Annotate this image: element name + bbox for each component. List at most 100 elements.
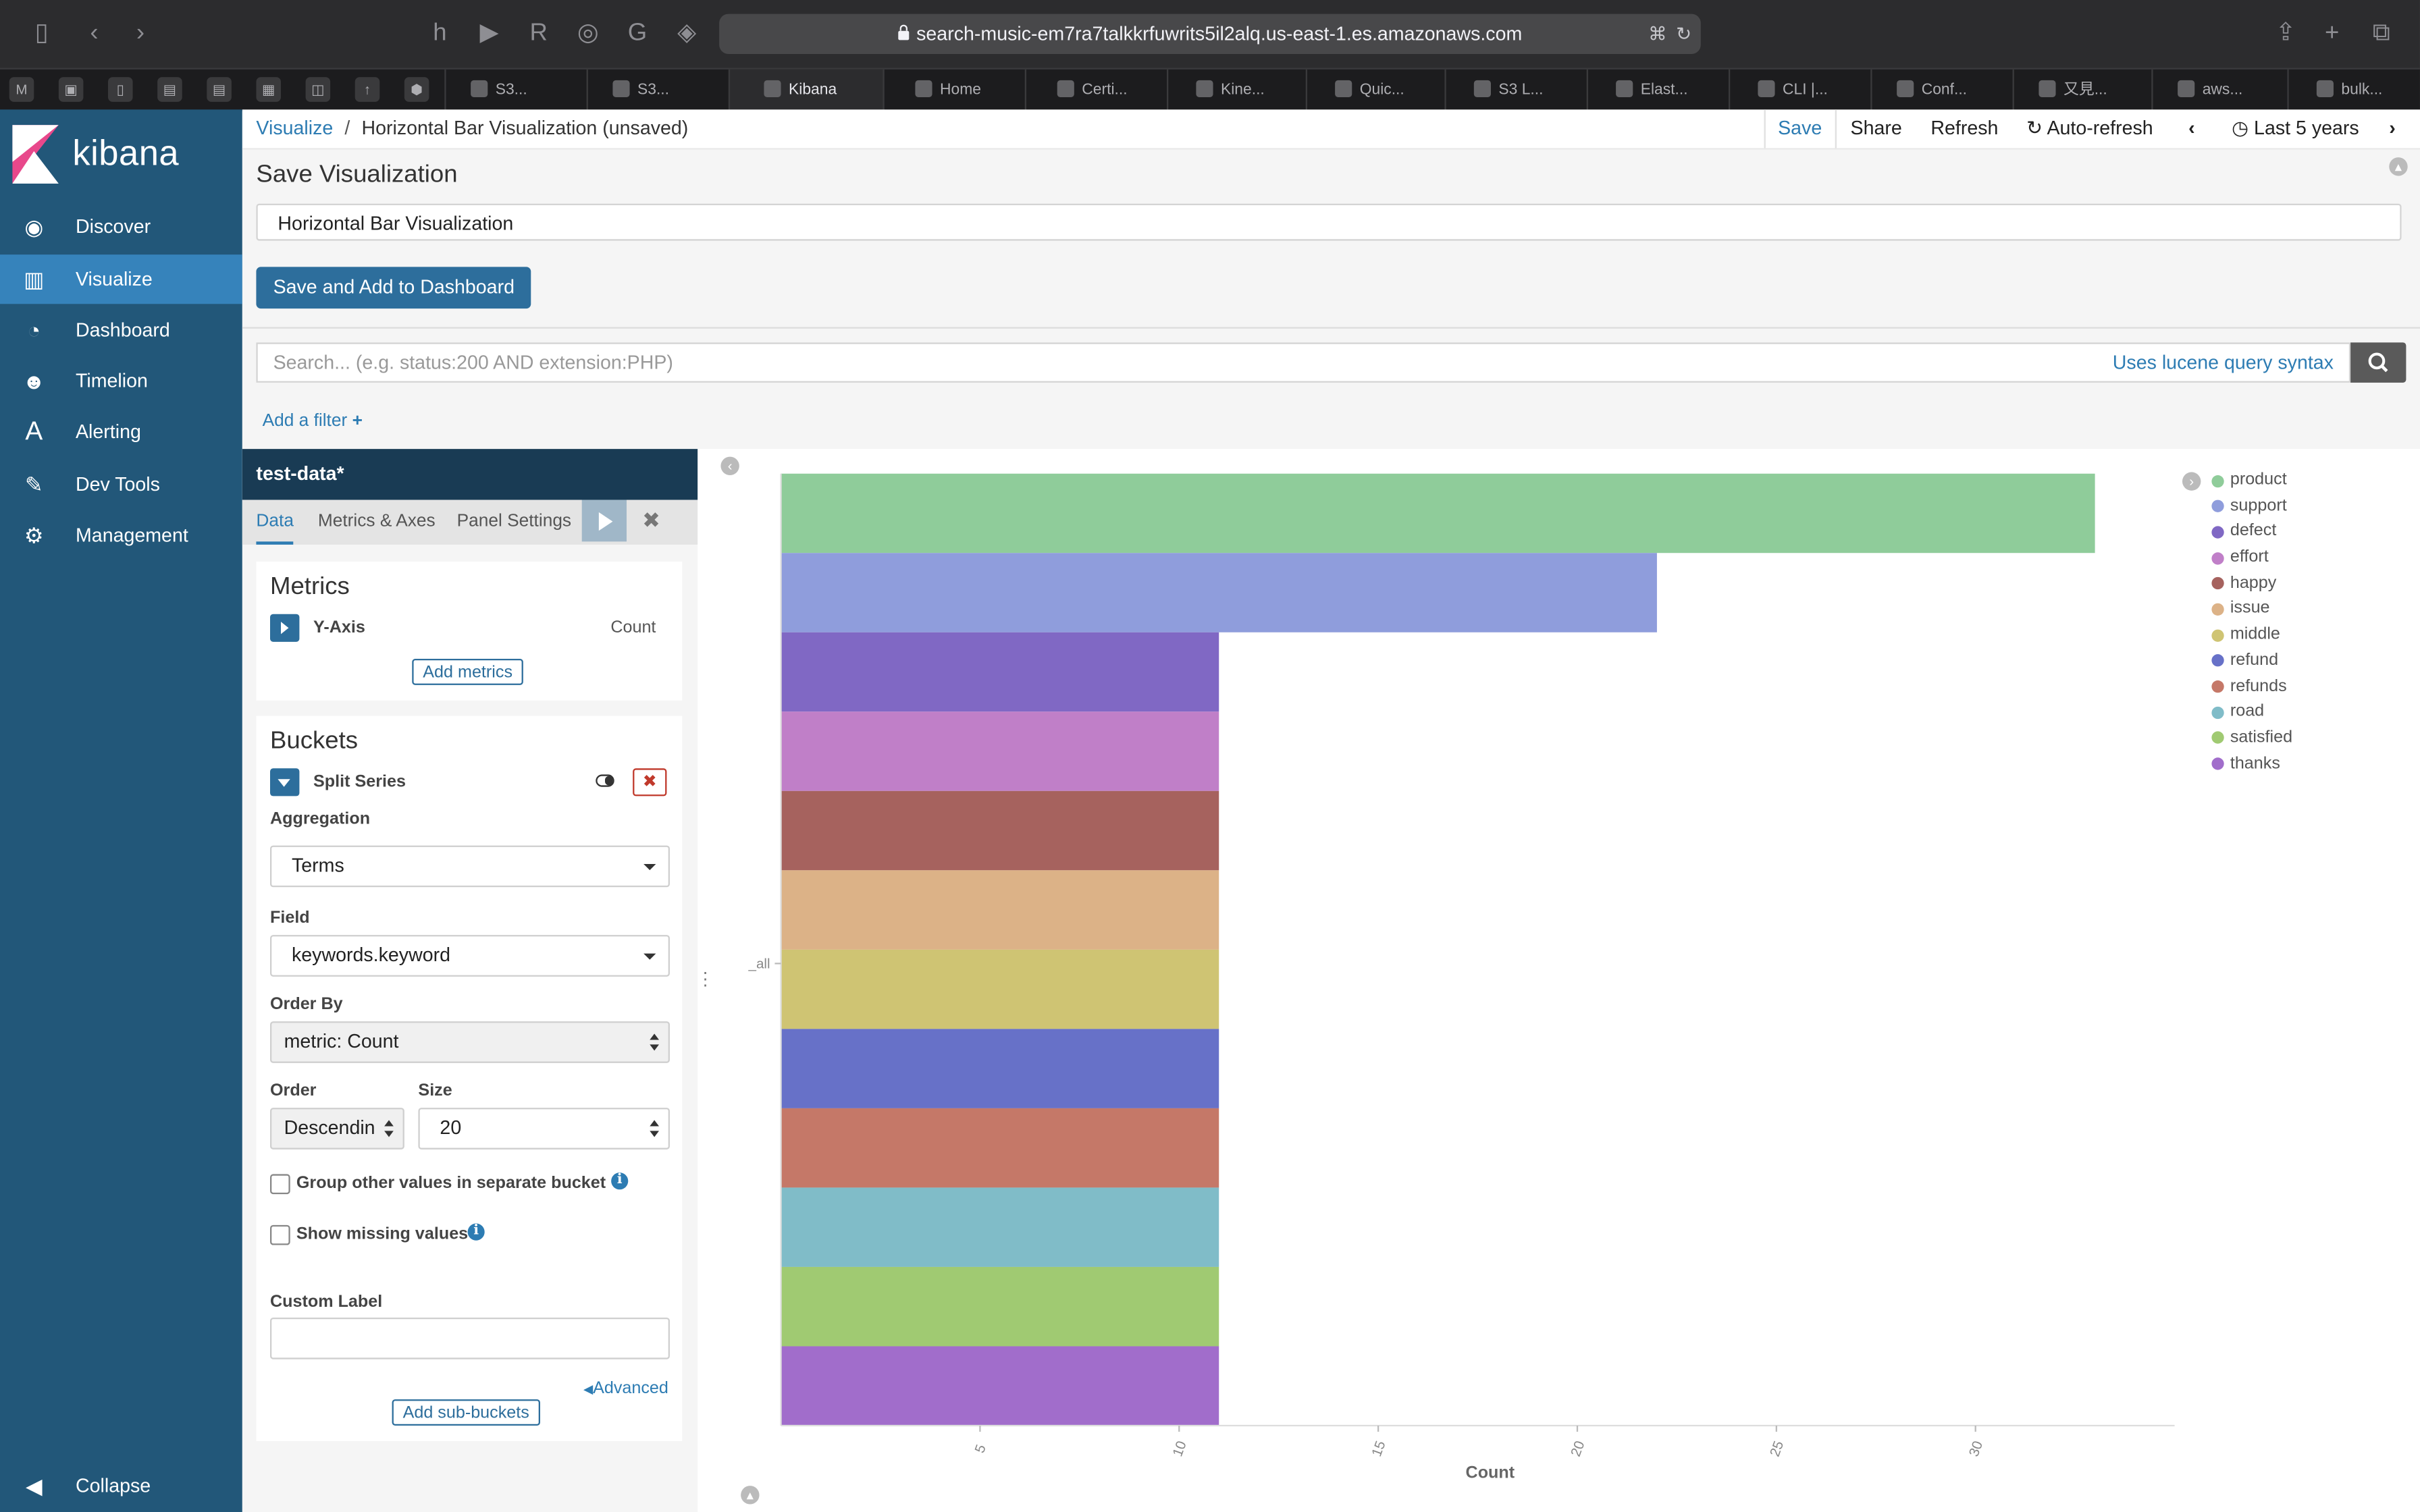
- collapse-up-icon[interactable]: ▴: [2389, 157, 2408, 176]
- browser-tab[interactable]: Home: [883, 69, 1026, 111]
- forward-icon[interactable]: ›: [136, 20, 145, 47]
- new-tab-icon[interactable]: +: [2325, 20, 2340, 47]
- add-metrics-button[interactable]: Add metrics: [412, 658, 524, 685]
- extension-circle-icon[interactable]: ◎: [577, 20, 599, 47]
- browser-tab[interactable]: Kine...: [1166, 69, 1307, 111]
- nav-dev-tools[interactable]: ✎ Dev Tools: [0, 460, 242, 509]
- auto-refresh-button[interactable]: ↻ Auto-refresh: [2026, 117, 2153, 139]
- legend-item-effort[interactable]: effort: [2211, 545, 2292, 570]
- collapse-split-series-chevron-icon[interactable]: [269, 768, 300, 796]
- legend-item-defect[interactable]: defect: [2211, 519, 2292, 545]
- browser-tab[interactable]: S3 L...: [1444, 69, 1588, 111]
- sidebar-toggle-icon[interactable]: ▯: [34, 20, 49, 47]
- expand-y-axis-chevron-icon[interactable]: [269, 614, 300, 642]
- advanced-toggle-link[interactable]: ◀Advanced: [583, 1379, 668, 1398]
- tab-data[interactable]: Data: [256, 500, 294, 545]
- pinned-tab-icon[interactable]: ↑: [354, 77, 380, 102]
- time-back-chevron-icon[interactable]: ‹: [2188, 117, 2195, 139]
- browser-tab[interactable]: Certi...: [1024, 69, 1169, 111]
- legend-item-refunds[interactable]: refunds: [2211, 674, 2292, 699]
- discard-changes-close-icon[interactable]: ✖: [642, 507, 660, 533]
- nav-management[interactable]: ⚙ Management: [0, 511, 242, 560]
- y-axis-label[interactable]: Y-Axis: [313, 618, 365, 637]
- show-missing-label[interactable]: Show missing values: [296, 1224, 469, 1244]
- tab-overview-icon[interactable]: ⧉: [2372, 20, 2390, 47]
- pinned-tab-icon[interactable]: ▤: [207, 77, 232, 102]
- browser-tab[interactable]: S3...: [444, 69, 588, 111]
- order-select[interactable]: Descendin: [269, 1108, 404, 1150]
- bar-satisfied[interactable]: [781, 1266, 1219, 1347]
- save-button[interactable]: Save: [1778, 117, 1822, 139]
- bar-effort[interactable]: [781, 711, 1219, 791]
- info-icon[interactable]: i: [467, 1223, 485, 1241]
- toggle-aggregation-icon[interactable]: [593, 768, 627, 793]
- bar-support[interactable]: [781, 553, 1657, 632]
- collapse-editor-chevron-icon[interactable]: ‹: [720, 456, 739, 475]
- search-input[interactable]: Search... (e.g. status:200 AND extension…: [256, 342, 2351, 383]
- bar-issue[interactable]: [781, 870, 1219, 950]
- legend-item-happy[interactable]: happy: [2211, 570, 2292, 596]
- aggregation-select[interactable]: Terms: [269, 845, 670, 888]
- time-forward-chevron-icon[interactable]: ›: [2389, 117, 2396, 139]
- nav-alerting[interactable]: A Alerting: [0, 407, 242, 456]
- custom-label-input[interactable]: [269, 1317, 670, 1359]
- extension-r-icon[interactable]: R: [529, 20, 548, 47]
- time-picker-button[interactable]: ◷ Last 5 years: [2232, 117, 2359, 139]
- toggle-table-chevron-icon[interactable]: ▴: [741, 1486, 760, 1505]
- pinned-tab-icon[interactable]: ⬢: [404, 77, 429, 102]
- legend-item-issue[interactable]: issue: [2211, 596, 2292, 622]
- group-other-label[interactable]: Group other values in separate bucket: [296, 1174, 606, 1193]
- kibana-brand[interactable]: kibana: [72, 132, 180, 173]
- browser-tab[interactable]: aws...: [2151, 69, 2288, 111]
- legend-item-thanks[interactable]: thanks: [2211, 751, 2292, 776]
- tab-metrics-axes[interactable]: Metrics & Axes: [317, 512, 436, 531]
- info-icon[interactable]: i: [611, 1172, 629, 1190]
- legend-item-satisfied[interactable]: satisfied: [2211, 725, 2292, 751]
- pinned-tab-icon[interactable]: ◫: [305, 77, 331, 102]
- add-filter-link[interactable]: Add a filter +: [262, 412, 363, 431]
- field-select[interactable]: keywords.keyword: [269, 935, 670, 977]
- bar-defect[interactable]: [781, 632, 1219, 712]
- nav-dashboard[interactable]: ◔ Dashboard: [0, 306, 242, 355]
- bar-road[interactable]: [781, 1187, 1219, 1267]
- split-series-label[interactable]: Split Series: [313, 773, 406, 792]
- legend-item-road[interactable]: road: [2211, 699, 2292, 725]
- address-bar[interactable]: search-music-em7ra7talkkrfuwrits5il2alq.…: [719, 14, 1701, 54]
- show-missing-checkbox[interactable]: [269, 1224, 290, 1245]
- legend-toggle-chevron-icon[interactable]: ›: [2182, 472, 2201, 491]
- bar-refund[interactable]: [781, 1029, 1219, 1108]
- extension-shield-icon[interactable]: ◈: [677, 20, 697, 47]
- extension-forward-icon[interactable]: ▶: [479, 20, 499, 47]
- nav-timelion[interactable]: ☻ Timelion: [22, 369, 148, 394]
- add-sub-buckets-button[interactable]: Add sub-buckets: [392, 1399, 540, 1426]
- browser-tab-active[interactable]: Kibana: [728, 69, 885, 111]
- save-and-add-to-dashboard-button[interactable]: Save and Add to Dashboard: [256, 267, 532, 309]
- bar-product[interactable]: [781, 473, 2095, 554]
- size-input[interactable]: 20: [418, 1108, 670, 1150]
- number-spinner-icon[interactable]: [650, 1120, 659, 1138]
- bar-refunds[interactable]: [781, 1108, 1219, 1188]
- browser-tab[interactable]: Conf...: [1870, 69, 2014, 111]
- pinned-tab-icon[interactable]: ▯: [107, 77, 133, 102]
- browser-tab[interactable]: 又見...: [2012, 69, 2153, 111]
- extension-h-icon[interactable]: h: [433, 20, 447, 47]
- refresh-button[interactable]: Refresh: [1930, 117, 1999, 139]
- legend-item-middle[interactable]: middle: [2211, 622, 2292, 647]
- share-icon[interactable]: ⇪: [2275, 20, 2296, 47]
- nav-discover[interactable]: ◉ Discover: [0, 202, 242, 251]
- extension-g-icon[interactable]: G: [627, 20, 648, 47]
- browser-tab[interactable]: Quic...: [1305, 69, 1446, 111]
- pinned-tab-icon[interactable]: M: [9, 77, 34, 102]
- apply-changes-button[interactable]: [581, 500, 627, 542]
- browser-tab[interactable]: bulk...: [2287, 69, 2420, 111]
- nav-collapse[interactable]: ◀ Collapse: [0, 1461, 242, 1511]
- legend-item-support[interactable]: support: [2211, 493, 2292, 519]
- breadcrumb-visualize-link[interactable]: Visualize: [256, 117, 334, 139]
- tab-panel-settings[interactable]: Panel Settings: [456, 512, 572, 531]
- nav-visualize[interactable]: ▥ Visualize: [0, 254, 242, 304]
- browser-tab[interactable]: Elast...: [1586, 69, 1731, 111]
- lucene-syntax-link[interactable]: Uses lucene query syntax: [2112, 352, 2334, 374]
- back-icon[interactable]: ‹: [90, 20, 99, 47]
- pinned-tab-icon[interactable]: ▣: [58, 77, 84, 102]
- kibana-logo-icon[interactable]: [12, 125, 59, 184]
